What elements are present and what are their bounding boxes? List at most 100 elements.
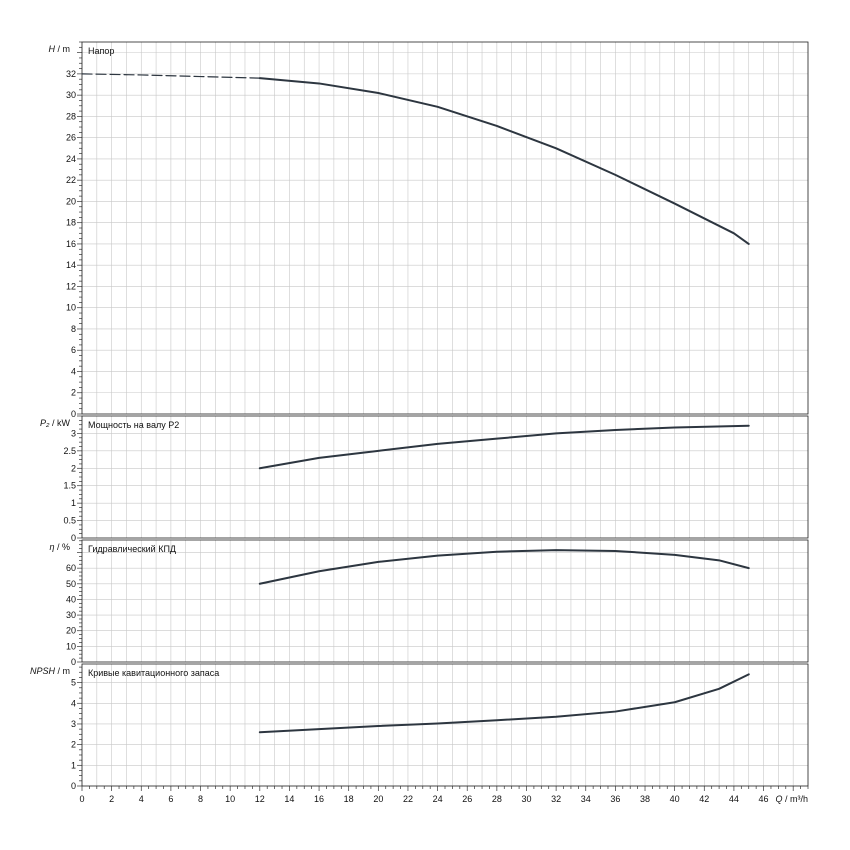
y-tick-label: 26 bbox=[66, 133, 76, 143]
y-tick-label: 20 bbox=[66, 626, 76, 636]
panel-2: 0 10 20 30 40 50 60 η / % Гидравлический КПД bbox=[49, 539, 809, 667]
x-tick-label: 18 bbox=[344, 794, 354, 804]
y-axis-label: NPSH / m bbox=[30, 666, 70, 676]
y-axis-unit: % bbox=[62, 542, 70, 552]
x-tick-label: 44 bbox=[729, 794, 739, 804]
y-tick-label: 10 bbox=[66, 303, 76, 313]
y-tick-label: 0 bbox=[71, 781, 76, 791]
y-tick-label: 18 bbox=[66, 218, 76, 228]
y-tick-label: 0 bbox=[71, 409, 76, 419]
y-axis-unit: m bbox=[63, 666, 71, 676]
y-tick-label: 2.5 bbox=[63, 446, 76, 456]
x-axis-symbol: Q bbox=[775, 794, 782, 804]
y-axis-sep: / bbox=[55, 44, 63, 54]
x-tick-label: 0 bbox=[79, 794, 84, 804]
y-tick-label: 12 bbox=[66, 281, 76, 291]
x-axis: 0 2 4 6 8 10 12 14 16 18 20 22 24 26 28 30 32 34 36 38 40 42 4… bbox=[79, 786, 809, 804]
y-axis-symbol: H bbox=[48, 44, 55, 54]
x-tick-label: 26 bbox=[462, 794, 472, 804]
y-tick-label: 40 bbox=[66, 594, 76, 604]
x-tick-label: 4 bbox=[139, 794, 144, 804]
y-tick-label: 3 bbox=[71, 719, 76, 729]
x-tick-label: 36 bbox=[610, 794, 620, 804]
x-tick-label: 16 bbox=[314, 794, 324, 804]
y-axis-label: P₂ / kW bbox=[40, 418, 70, 428]
y-tick-label: 1 bbox=[71, 760, 76, 770]
x-tick-label: 8 bbox=[198, 794, 203, 804]
y-tick-label: 2 bbox=[71, 740, 76, 750]
y-tick-label: 1 bbox=[71, 498, 76, 508]
panel-frame bbox=[81, 663, 809, 787]
series-line-0 bbox=[81, 73, 261, 79]
x-tick-label: 28 bbox=[492, 794, 502, 804]
y-tick-label: 28 bbox=[66, 111, 76, 121]
x-tick-label: 34 bbox=[581, 794, 591, 804]
x-tick-label: 6 bbox=[168, 794, 173, 804]
x-tick-label: 20 bbox=[373, 794, 383, 804]
y-tick-label: 30 bbox=[66, 90, 76, 100]
panel-frame bbox=[81, 539, 809, 663]
y-axis-label: H / m bbox=[48, 44, 70, 54]
y-tick-label: 5 bbox=[71, 678, 76, 688]
series-line-0 bbox=[258, 673, 750, 734]
y-tick-label: 32 bbox=[66, 69, 76, 79]
x-axis-sep: / bbox=[782, 794, 790, 804]
y-axis-sep: / bbox=[49, 418, 57, 428]
y-tick-label: 22 bbox=[66, 175, 76, 185]
series-line-0 bbox=[258, 424, 750, 470]
x-tick-label: 14 bbox=[284, 794, 294, 804]
series-line-0 bbox=[258, 549, 750, 585]
y-tick-label: 6 bbox=[71, 345, 76, 355]
y-tick-label: 30 bbox=[66, 610, 76, 620]
y-tick-label: 24 bbox=[66, 154, 76, 164]
x-tick-label: 46 bbox=[759, 794, 769, 804]
y-tick-label: 2 bbox=[71, 463, 76, 473]
y-tick-label: 0.5 bbox=[63, 516, 76, 526]
x-tick-label: 10 bbox=[225, 794, 235, 804]
x-tick-label: 42 bbox=[699, 794, 709, 804]
x-tick-label: 38 bbox=[640, 794, 650, 804]
series-line-1 bbox=[258, 77, 750, 245]
y-axis-symbol: NPSH bbox=[30, 666, 56, 676]
y-tick-label: 3 bbox=[71, 428, 76, 438]
x-tick-label: 24 bbox=[433, 794, 443, 804]
y-tick-label: 4 bbox=[71, 366, 76, 376]
panel-title: Кривые кавитационного запаса bbox=[88, 668, 219, 678]
x-axis-label: Q / m³/h bbox=[775, 794, 808, 804]
x-tick-label: 2 bbox=[109, 794, 114, 804]
y-axis-sep: / bbox=[55, 666, 63, 676]
y-tick-label: 14 bbox=[66, 260, 76, 270]
y-tick-label: 4 bbox=[71, 698, 76, 708]
y-tick-label: 10 bbox=[66, 641, 76, 651]
y-axis-unit: kW bbox=[57, 418, 71, 428]
panel-frame bbox=[81, 41, 809, 415]
x-tick-label: 32 bbox=[551, 794, 561, 804]
x-axis-unit: m³/h bbox=[790, 794, 808, 804]
y-tick-label: 60 bbox=[66, 563, 76, 573]
y-axis-label: η / % bbox=[49, 542, 70, 552]
y-tick-label: 16 bbox=[66, 239, 76, 249]
panel-frame bbox=[81, 415, 809, 539]
y-axis-sep: / bbox=[54, 542, 62, 552]
y-tick-label: 1.5 bbox=[63, 481, 76, 491]
x-tick-label: 30 bbox=[521, 794, 531, 804]
y-tick-label: 0 bbox=[71, 657, 76, 667]
y-tick-label: 8 bbox=[71, 324, 76, 334]
y-tick-label: 50 bbox=[66, 579, 76, 589]
panel-title: Мощность на валу P2 bbox=[88, 420, 179, 430]
y-tick-label: 0 bbox=[71, 533, 76, 543]
x-tick-label: 12 bbox=[255, 794, 265, 804]
panel-title: Гидравлический КПД bbox=[88, 544, 176, 554]
y-axis-symbol: η bbox=[49, 542, 54, 552]
panel-title: Напор bbox=[88, 46, 114, 56]
y-tick-label: 20 bbox=[66, 196, 76, 206]
y-tick-label: 2 bbox=[71, 388, 76, 398]
y-axis-symbol: P₂ bbox=[40, 418, 50, 428]
x-tick-label: 22 bbox=[403, 794, 413, 804]
x-tick-label: 40 bbox=[670, 794, 680, 804]
